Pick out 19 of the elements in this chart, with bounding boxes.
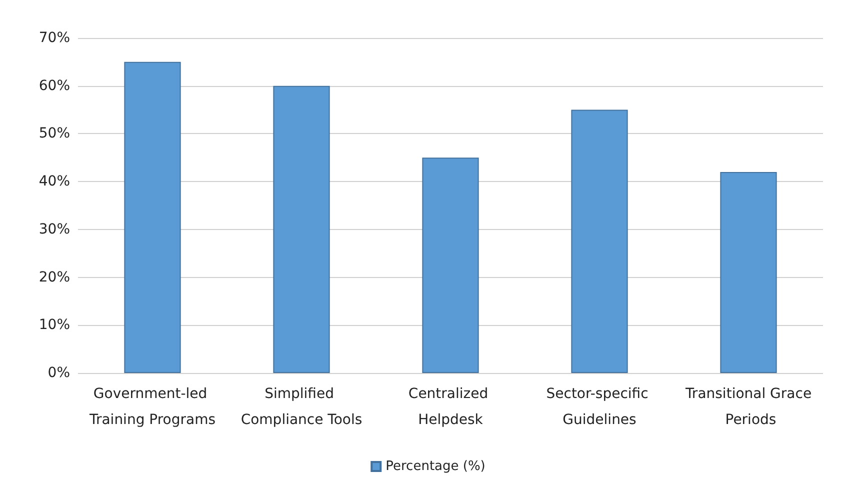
bar xyxy=(273,86,330,373)
y-tick-label: 0% xyxy=(48,365,70,381)
bar xyxy=(422,158,479,373)
y-tick-label: 40% xyxy=(38,174,70,190)
y-tick-label: 10% xyxy=(38,317,70,334)
x-tick-label: Government-led Training Programs xyxy=(88,386,216,428)
y-tick-label: 20% xyxy=(38,269,70,286)
x-tick-label: Transitional Grace Periods xyxy=(684,386,812,428)
bar xyxy=(571,110,628,373)
y-tick-label: 30% xyxy=(38,221,70,238)
x-tick-label: Centralized Helpdesk xyxy=(408,386,493,428)
bar xyxy=(124,62,181,373)
bar xyxy=(720,172,777,373)
y-tick-label: 50% xyxy=(38,126,70,142)
legend-label: Percentage (%) xyxy=(386,459,486,474)
y-tick-label: 60% xyxy=(38,78,70,94)
y-tick-label: 70% xyxy=(38,30,70,46)
x-tick-label: Sector-specific Guidelines xyxy=(546,386,653,428)
x-tick-label: Simplified Compliance Tools xyxy=(240,386,362,428)
